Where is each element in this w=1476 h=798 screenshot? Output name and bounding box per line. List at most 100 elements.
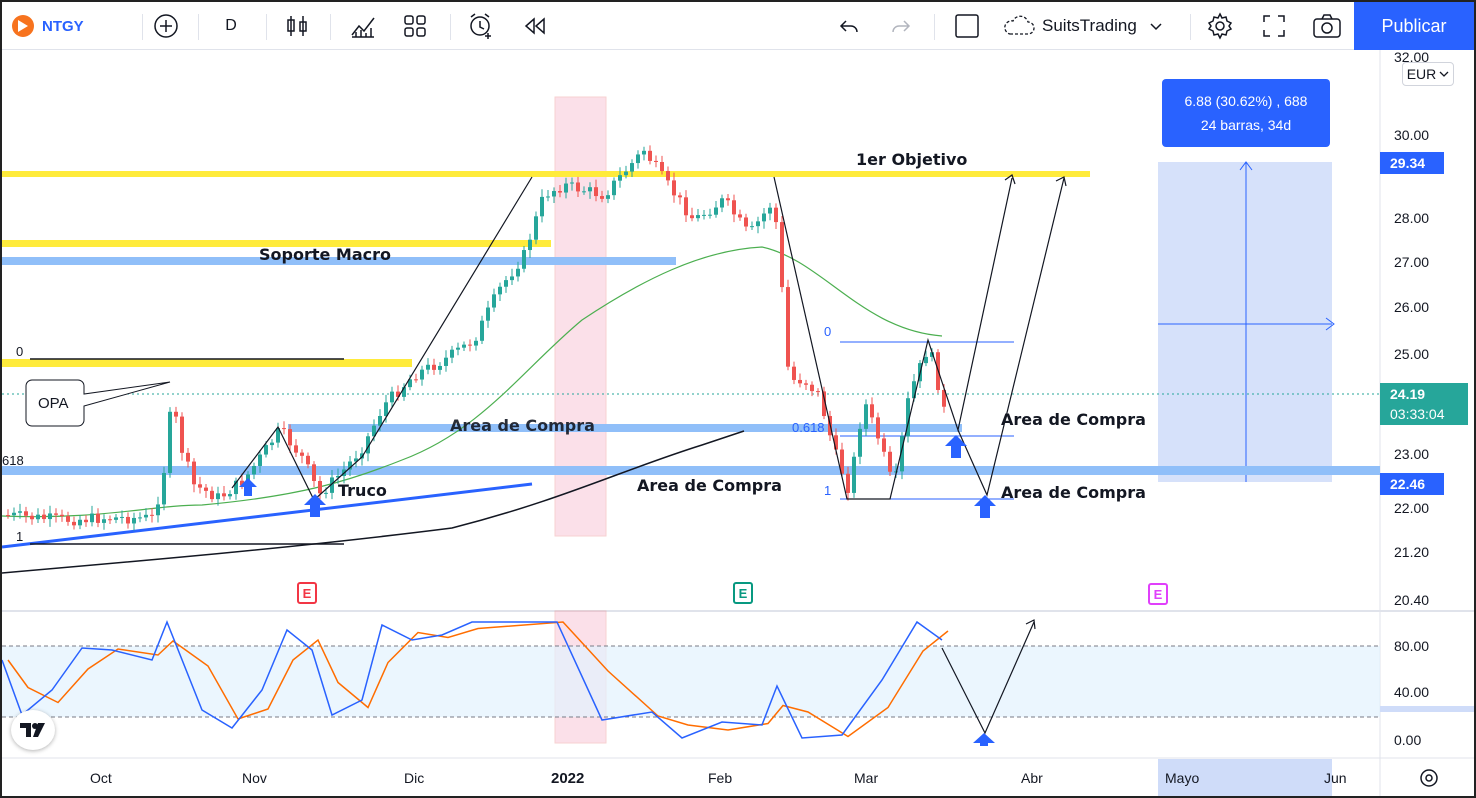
price-tick: 32.00 (1394, 50, 1429, 65)
candle-body (414, 379, 418, 381)
toolbar-divider (330, 14, 331, 40)
candle-body (876, 417, 880, 439)
candle-body (348, 461, 352, 470)
buy-arrow-icon[interactable] (945, 435, 967, 458)
candle-body (24, 511, 28, 516)
highlight-period-main[interactable] (554, 96, 607, 537)
buy-zone-upper[interactable] (288, 424, 962, 432)
oscillator-projection[interactable] (941, 621, 1035, 735)
oscillator-axis[interactable]: 80.00 40.00 0.00 (1380, 638, 1474, 748)
time-axis[interactable]: Oct Nov Dic 2022 Feb Mar Abr Mayo Jun (90, 770, 1347, 787)
candle-body (798, 379, 802, 384)
replay-button[interactable] (518, 10, 552, 42)
chart-type-button[interactable] (282, 10, 312, 42)
candle-body (288, 429, 292, 446)
time-tick: Feb (708, 770, 732, 786)
candle-body (684, 197, 688, 216)
oscillator-tick: 80.00 (1394, 638, 1429, 654)
candle-body (924, 356, 928, 364)
candle-body (426, 364, 430, 370)
toolbar-divider (1190, 14, 1191, 40)
candle-body (768, 207, 772, 214)
price-tick: 27.00 (1394, 254, 1429, 270)
symbol-search-button[interactable]: NTGY (12, 10, 102, 42)
publish-button[interactable]: Publicar (1354, 2, 1474, 50)
snapshot-button[interactable] (1310, 10, 1344, 42)
buy-arrow-icon[interactable] (974, 495, 996, 518)
candle-body (912, 381, 916, 399)
target-line-yellow[interactable] (2, 171, 1090, 177)
time-tick: Nov (242, 770, 267, 786)
measure-range-box[interactable] (1158, 162, 1332, 482)
add-symbol-button[interactable] (150, 10, 182, 42)
tv-logo-icon (20, 723, 45, 737)
candle-body (738, 214, 742, 218)
earnings-marker[interactable]: E (297, 582, 317, 604)
earnings-marker[interactable]: E (1148, 583, 1168, 605)
candle-body (162, 472, 166, 505)
opa-line-yellow[interactable] (2, 359, 412, 367)
candle-body (372, 425, 376, 437)
macro-support-line-yellow[interactable] (2, 240, 551, 247)
candle-body (18, 511, 22, 513)
projection-path-left[interactable] (231, 176, 533, 501)
redo-button[interactable] (886, 10, 916, 42)
price-axis[interactable]: 32.00 30.00 28.00 27.00 26.00 25.00 23.0… (1394, 50, 1429, 608)
projection-path-right[interactable] (773, 176, 1013, 500)
interval-button[interactable]: D (225, 17, 237, 34)
gear-icon-center (1425, 774, 1433, 782)
tradingview-watermark-logo[interactable] (11, 710, 55, 750)
buy-arrow-icon[interactable] (304, 494, 326, 517)
candle-body (378, 416, 382, 426)
indicators-icon (351, 17, 375, 38)
fib-label: 0 (16, 344, 23, 359)
buy-arrow-icon[interactable] (239, 478, 257, 496)
fullscreen-button[interactable] (1258, 10, 1290, 42)
buy-zone-lower[interactable] (2, 466, 1380, 475)
candle-body (126, 516, 130, 524)
candle-body (474, 340, 478, 346)
candle-body (642, 150, 646, 155)
trendline-blue[interactable] (2, 482, 533, 549)
opa-callout[interactable] (25, 379, 171, 427)
candle-body (102, 519, 106, 523)
candle-body (660, 162, 664, 172)
candle-body (48, 513, 52, 520)
price-tick: 25.00 (1394, 346, 1429, 362)
candle-body (858, 428, 862, 457)
candle-body (834, 435, 838, 450)
candle-body (192, 461, 196, 485)
candle-body (882, 438, 886, 452)
candle-body (630, 163, 634, 172)
candle-body (480, 320, 484, 341)
candle-body (366, 436, 370, 454)
indicators-button[interactable] (346, 10, 380, 42)
projection-path-alt[interactable] (957, 177, 1065, 497)
price-tick: 28.00 (1394, 210, 1429, 226)
candle-body (618, 175, 622, 181)
currency-selector[interactable]: EUR (1402, 62, 1454, 86)
time-tick: Mar (854, 770, 878, 786)
settings-button[interactable] (1204, 10, 1236, 42)
macro-support-zone[interactable] (2, 257, 676, 265)
candle-body (432, 364, 436, 370)
top-toolbar: NTGY D SuitsTrading (2, 2, 1474, 50)
fullscreen-icon (1263, 15, 1285, 37)
layout-button[interactable] (952, 10, 982, 42)
candle-body (636, 154, 640, 164)
chart-settings-button[interactable] (1420, 769, 1438, 787)
candle-body (570, 182, 574, 184)
alert-button[interactable] (464, 10, 498, 42)
account-menu-button[interactable]: SuitsTrading (1002, 10, 1182, 42)
undo-button[interactable] (834, 10, 864, 42)
candle-body (942, 389, 946, 407)
candle-body (690, 215, 694, 219)
templates-button[interactable] (398, 10, 432, 42)
buy-arrow-icon[interactable] (973, 733, 995, 746)
earnings-marker[interactable]: E (733, 582, 753, 604)
price-chart[interactable]: 1er Objetivo Soporte Macro OPA Area de C… (2, 50, 1474, 796)
measure-bars: 24 barras, 34d (1200, 117, 1292, 133)
candle-body (750, 226, 754, 228)
candle-body (228, 494, 232, 497)
candle-body (522, 250, 526, 269)
